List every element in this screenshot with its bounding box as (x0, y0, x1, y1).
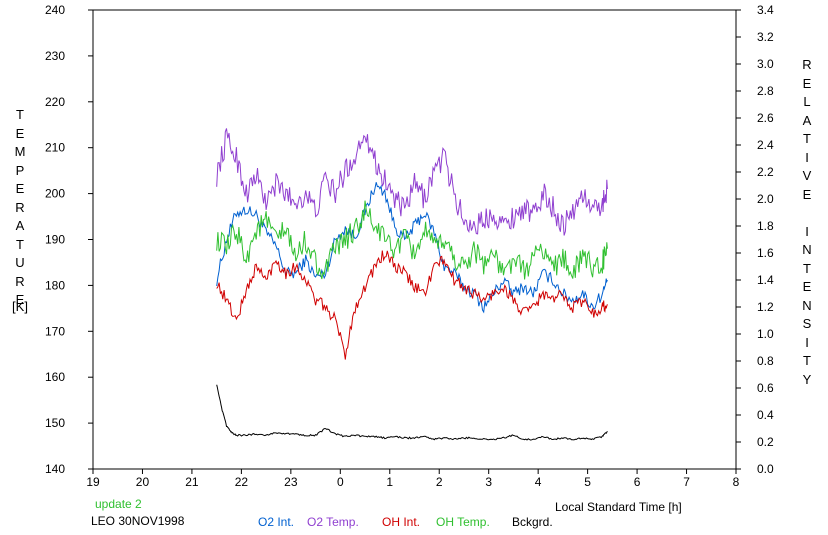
y-right-tick-label: 0.6 (757, 381, 774, 395)
y-right-tick-label: 0.8 (757, 354, 774, 368)
legend-oh-int: OH Int. (382, 515, 421, 529)
legend-oh-temp: OH Temp. (436, 515, 490, 529)
x-tick-label: 19 (86, 475, 100, 489)
y-right-tick-label: 0.2 (757, 435, 774, 449)
y-right-tick-label: 0.4 (757, 408, 774, 422)
y-left-tick-label: 210 (45, 141, 65, 155)
legend-bckgrd: Bckgrd. (512, 515, 553, 529)
x-tick-label: 3 (485, 475, 492, 489)
x-tick-label: 6 (634, 475, 641, 489)
y-right-tick-label: 1.4 (757, 273, 774, 287)
x-tick-label: 22 (235, 475, 249, 489)
series-layer (216, 128, 608, 441)
y-right-tick-label: 3.4 (757, 3, 774, 17)
y-left-tick-label: 170 (45, 324, 65, 338)
y-left-tick-label: 240 (45, 3, 65, 17)
y-right-tick-label: 0.0 (757, 462, 774, 476)
y-axis-right-label: R E L A T I V E I N T E N S I T Y (802, 57, 812, 387)
axes: 19 20 21 22 23 0 1 2 3 4 5 6 7 8140150160170180190200… (45, 3, 774, 489)
y-left-tick-label: 230 (45, 49, 65, 63)
y-right-tick-label: 2.4 (757, 138, 774, 152)
y-left-tick-label: 220 (45, 95, 65, 109)
x-tick-label: 23 (284, 475, 298, 489)
x-axis-label: Local Standard Time [h] (555, 500, 682, 514)
y-right-tick-label: 3.2 (757, 30, 774, 44)
y-left-tick-label: 160 (45, 370, 65, 384)
station-annotation: LEO 30NOV1998 (91, 514, 185, 528)
y-right-tick-label: 2.2 (757, 165, 774, 179)
update-annotation: update 2 (95, 497, 142, 511)
x-tick-label: 0 (337, 475, 344, 489)
x-tick-label: 21 (185, 475, 199, 489)
y-right-tick-label: 1.2 (757, 300, 774, 314)
x-tick-label: 20 (136, 475, 150, 489)
y-right-tick-label: 2.6 (757, 111, 774, 125)
x-tick-label: 5 (584, 475, 591, 489)
y-right-tick-label: 3.0 (757, 57, 774, 71)
y-right-tick-label: 1.6 (757, 246, 774, 260)
series-line-o2-int (216, 182, 608, 314)
legend-o2-temp: O2 Temp. (307, 515, 359, 529)
series-line-oh-temp (216, 200, 608, 280)
series-line-oh-int (216, 250, 608, 360)
y-left-tick-label: 180 (45, 278, 65, 292)
x-tick-label: 8 (733, 475, 740, 489)
y-right-tick-label: 2.0 (757, 192, 774, 206)
y-right-tick-label: 2.8 (757, 84, 774, 98)
y-axis-left-unit: [K] (12, 299, 28, 314)
x-tick-label: 1 (386, 475, 393, 489)
y-right-tick-label: 1.8 (757, 219, 774, 233)
x-tick-label: 7 (683, 475, 690, 489)
x-tick-label: 4 (535, 475, 542, 489)
series-line-o2-temp (216, 128, 608, 236)
y-axis-left-label: T E M P E R A T U R E (14, 107, 26, 307)
x-tick-label: 2 (436, 475, 443, 489)
y-left-tick-label: 190 (45, 233, 65, 247)
legend-o2-int: O2 Int. (258, 515, 295, 529)
y-left-tick-label: 140 (45, 462, 65, 476)
y-left-tick-label: 200 (45, 187, 65, 201)
y-left-tick-label: 150 (45, 416, 65, 430)
series-line-bckgrd (216, 384, 608, 441)
plot-frame (92, 9, 737, 470)
y-right-tick-label: 1.0 (757, 327, 774, 341)
